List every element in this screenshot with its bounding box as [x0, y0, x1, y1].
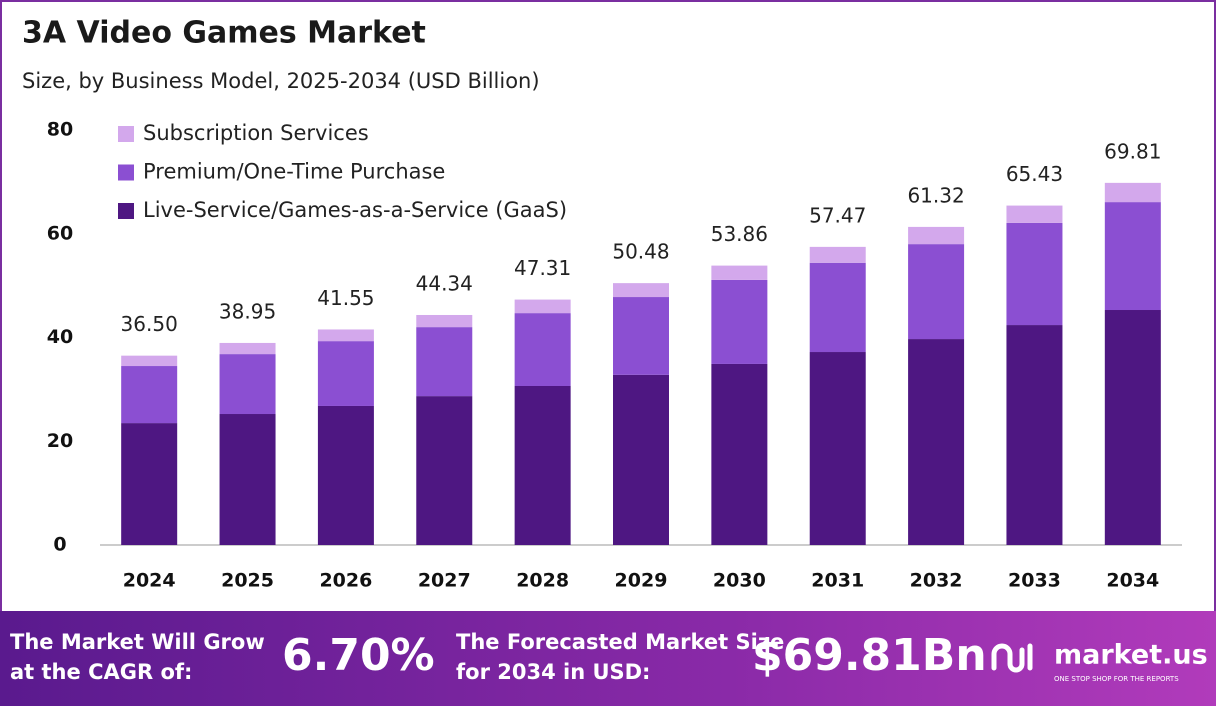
- x-tick-label: 2028: [516, 570, 569, 592]
- chart-title: 3A Video Games Market: [22, 16, 426, 51]
- footer-forecast-value: $69.81Bn: [752, 630, 987, 681]
- bar-segment: [711, 279, 768, 364]
- legend-swatch: [118, 164, 134, 181]
- bar-segment: [416, 314, 473, 328]
- x-tick-label: 2033: [1008, 570, 1061, 592]
- total-label: 57.47: [809, 203, 866, 227]
- chart-subtitle: Size, by Business Model, 2025-2034 (USD …: [22, 69, 540, 93]
- bar-segment: [121, 355, 178, 367]
- bar-segment: [317, 405, 374, 545]
- x-tick-label: 2029: [615, 570, 668, 592]
- bar-segment: [514, 386, 571, 545]
- bar-segment: [809, 262, 866, 353]
- brand-icon: [991, 643, 1033, 673]
- y-tick-label: 80: [47, 119, 73, 141]
- y-tick-label: 20: [47, 430, 73, 452]
- bar-segment: [514, 299, 571, 314]
- x-tick-label: 2027: [418, 570, 471, 592]
- bar-segment: [809, 246, 866, 263]
- total-label: 36.50: [121, 312, 178, 336]
- bar-segment: [317, 341, 374, 406]
- y-tick-label: 0: [53, 534, 66, 556]
- bar-segment: [613, 374, 669, 545]
- bar-segment: [1006, 325, 1063, 545]
- bar-segment: [514, 313, 571, 387]
- x-tick-label: 2032: [910, 570, 963, 592]
- footer-banner: [0, 611, 1216, 706]
- x-tick-label: 2025: [221, 570, 274, 592]
- total-label: 41.55: [317, 286, 374, 310]
- bar-segment: [416, 396, 473, 545]
- bar-segment: [613, 283, 669, 298]
- brand-name: market.us: [1054, 640, 1208, 671]
- bar-segment: [317, 329, 374, 342]
- legend-swatch: [118, 126, 134, 142]
- bar-segment: [1006, 205, 1063, 223]
- total-label: 47.31: [514, 256, 571, 280]
- bar-segment: [908, 339, 965, 545]
- bar-segment: [809, 352, 866, 545]
- bar-segment: [613, 297, 669, 375]
- bar-segment: [219, 342, 276, 355]
- x-tick-label: 2024: [123, 570, 176, 592]
- bar-segment: [416, 327, 473, 397]
- bar-segment: [219, 414, 276, 545]
- bar-segment: [908, 226, 965, 245]
- legend-label: Subscription Services: [143, 121, 369, 145]
- bar-segment: [121, 423, 178, 545]
- x-tick-label: 2026: [319, 570, 372, 592]
- total-label: 44.34: [416, 271, 473, 295]
- bar-segment: [219, 354, 276, 415]
- footer-forecast-text: The Forecasted Market Size for 2034 in US…: [456, 630, 784, 684]
- total-label: 65.43: [1006, 162, 1063, 186]
- brand-tagline: ONE STOP SHOP FOR THE REPORTS: [1054, 675, 1179, 683]
- bar-segment: [711, 363, 768, 545]
- total-label: 53.86: [711, 222, 768, 246]
- total-label: 61.32: [907, 183, 964, 207]
- legend-label: Live-Service/Games-as-a-Service (GaaS): [143, 198, 567, 222]
- legend-label: Premium/One-Time Purchase: [143, 160, 445, 184]
- y-tick-label: 60: [47, 222, 73, 244]
- total-label: 69.81: [1104, 139, 1161, 163]
- bar-segment: [121, 366, 178, 424]
- bar-segment: [1104, 202, 1161, 311]
- bar-segment: [1104, 310, 1161, 545]
- total-label: 50.48: [612, 240, 669, 264]
- bar-segment: [1006, 222, 1063, 326]
- bar-segment: [908, 244, 965, 340]
- x-tick-label: 2031: [811, 570, 864, 592]
- y-tick-label: 40: [47, 326, 73, 348]
- bar-segment: [711, 265, 768, 280]
- bar-segment: [1104, 182, 1161, 203]
- footer-cagr-value: 6.70%: [282, 630, 435, 681]
- legend-swatch: [118, 203, 134, 219]
- total-label: 38.95: [219, 299, 276, 323]
- x-tick-label: 2030: [713, 570, 766, 592]
- x-tick-label: 2034: [1106, 570, 1159, 592]
- footer-cagr-text: The Market Will Grow at the CAGR of:: [10, 630, 265, 684]
